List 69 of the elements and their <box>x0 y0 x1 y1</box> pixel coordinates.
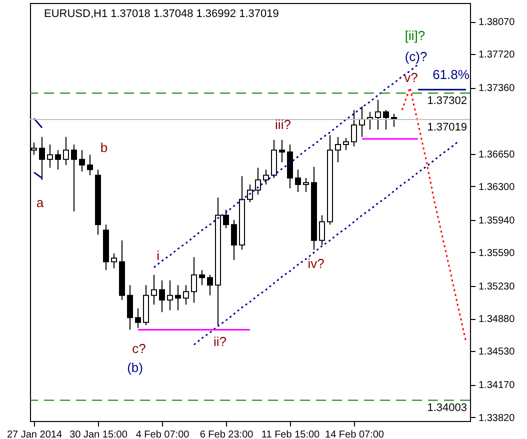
candlestick <box>167 280 173 311</box>
candlestick <box>199 270 205 286</box>
candlestick <box>39 136 45 180</box>
annotation: (b) <box>127 360 143 375</box>
candlestick <box>295 169 301 192</box>
y-tick-label: 1.36650 <box>478 149 516 160</box>
annotation: [ii]? <box>404 28 426 43</box>
candlestick <box>279 139 285 163</box>
annotation: a <box>36 195 44 210</box>
candlestick <box>263 169 269 186</box>
y-tick-label: 1.34170 <box>478 380 516 392</box>
annotation: v? <box>404 70 418 85</box>
annotation: iii? <box>275 117 291 132</box>
y-tick-label: 1.37360 <box>478 83 516 94</box>
candlestick <box>319 214 325 246</box>
y-tick-label: 1.35940 <box>478 215 516 226</box>
ref-line-label: 1.34003 <box>427 402 467 414</box>
candlestick <box>87 154 93 176</box>
candlestick <box>351 110 357 147</box>
candlestick <box>63 136 69 166</box>
ref-line-label: 1.37019 <box>427 121 467 134</box>
y-tick-label: 1.37720 <box>478 50 516 61</box>
candlestick <box>207 274 213 296</box>
candlestick <box>383 110 389 130</box>
y-tick-label: 1.34880 <box>478 314 516 326</box>
candlestick <box>191 256 197 304</box>
candlestick <box>247 184 253 203</box>
candlestick <box>183 284 189 306</box>
candlestick <box>79 150 85 172</box>
candlestick <box>71 144 77 212</box>
chart-title: EURUSD,H1 1.37018 1.37048 1.36992 1.37019 <box>44 8 279 20</box>
candlestick <box>255 167 261 196</box>
x-tick-label: 30 Jan 15:00 <box>70 430 128 439</box>
candlestick <box>231 219 237 260</box>
line-series <box>401 86 467 343</box>
ref-line-label: 1.37302 <box>427 95 467 108</box>
candlestick <box>303 178 309 192</box>
candlestick <box>343 137 349 151</box>
x-tick-label: 11 Feb 15:00 <box>261 430 320 439</box>
y-tick-label: 1.38070 <box>478 17 516 28</box>
annotation: iv? <box>308 256 324 271</box>
y-tick-label: 1.36300 <box>478 182 516 193</box>
candlestick <box>223 209 229 229</box>
y-tick-label: 1.35230 <box>478 282 516 293</box>
annotation: b <box>100 140 108 155</box>
candlestick <box>55 150 61 170</box>
y-tick-label: 1.34530 <box>478 346 516 358</box>
annotation: c? <box>132 341 146 356</box>
y-tick-label: 1.33820 <box>478 412 516 424</box>
x-tick-label: 14 Feb 07:00 <box>325 430 384 439</box>
candlestick <box>127 284 133 330</box>
candlestick <box>335 136 341 163</box>
candlestick <box>175 284 181 311</box>
line-series <box>153 64 419 268</box>
annotation: i <box>156 248 160 263</box>
x-tick-label: 27 Jan 2014 <box>6 430 62 439</box>
x-tick-label: 4 Feb 07:00 <box>136 430 190 439</box>
annotation: (c)? <box>404 49 428 64</box>
candlestick <box>135 308 141 328</box>
candlestick <box>111 252 117 269</box>
candlestick <box>47 144 53 168</box>
candlestick <box>151 274 157 306</box>
y-tick-label: 1.35590 <box>478 248 516 259</box>
annotation: ii? <box>213 334 227 349</box>
line-series <box>193 140 459 346</box>
annotation: 61.8% <box>432 67 470 82</box>
candlestick <box>159 280 165 313</box>
x-tick-label: 6 Feb 23:00 <box>200 430 254 439</box>
candlestick <box>375 99 381 130</box>
